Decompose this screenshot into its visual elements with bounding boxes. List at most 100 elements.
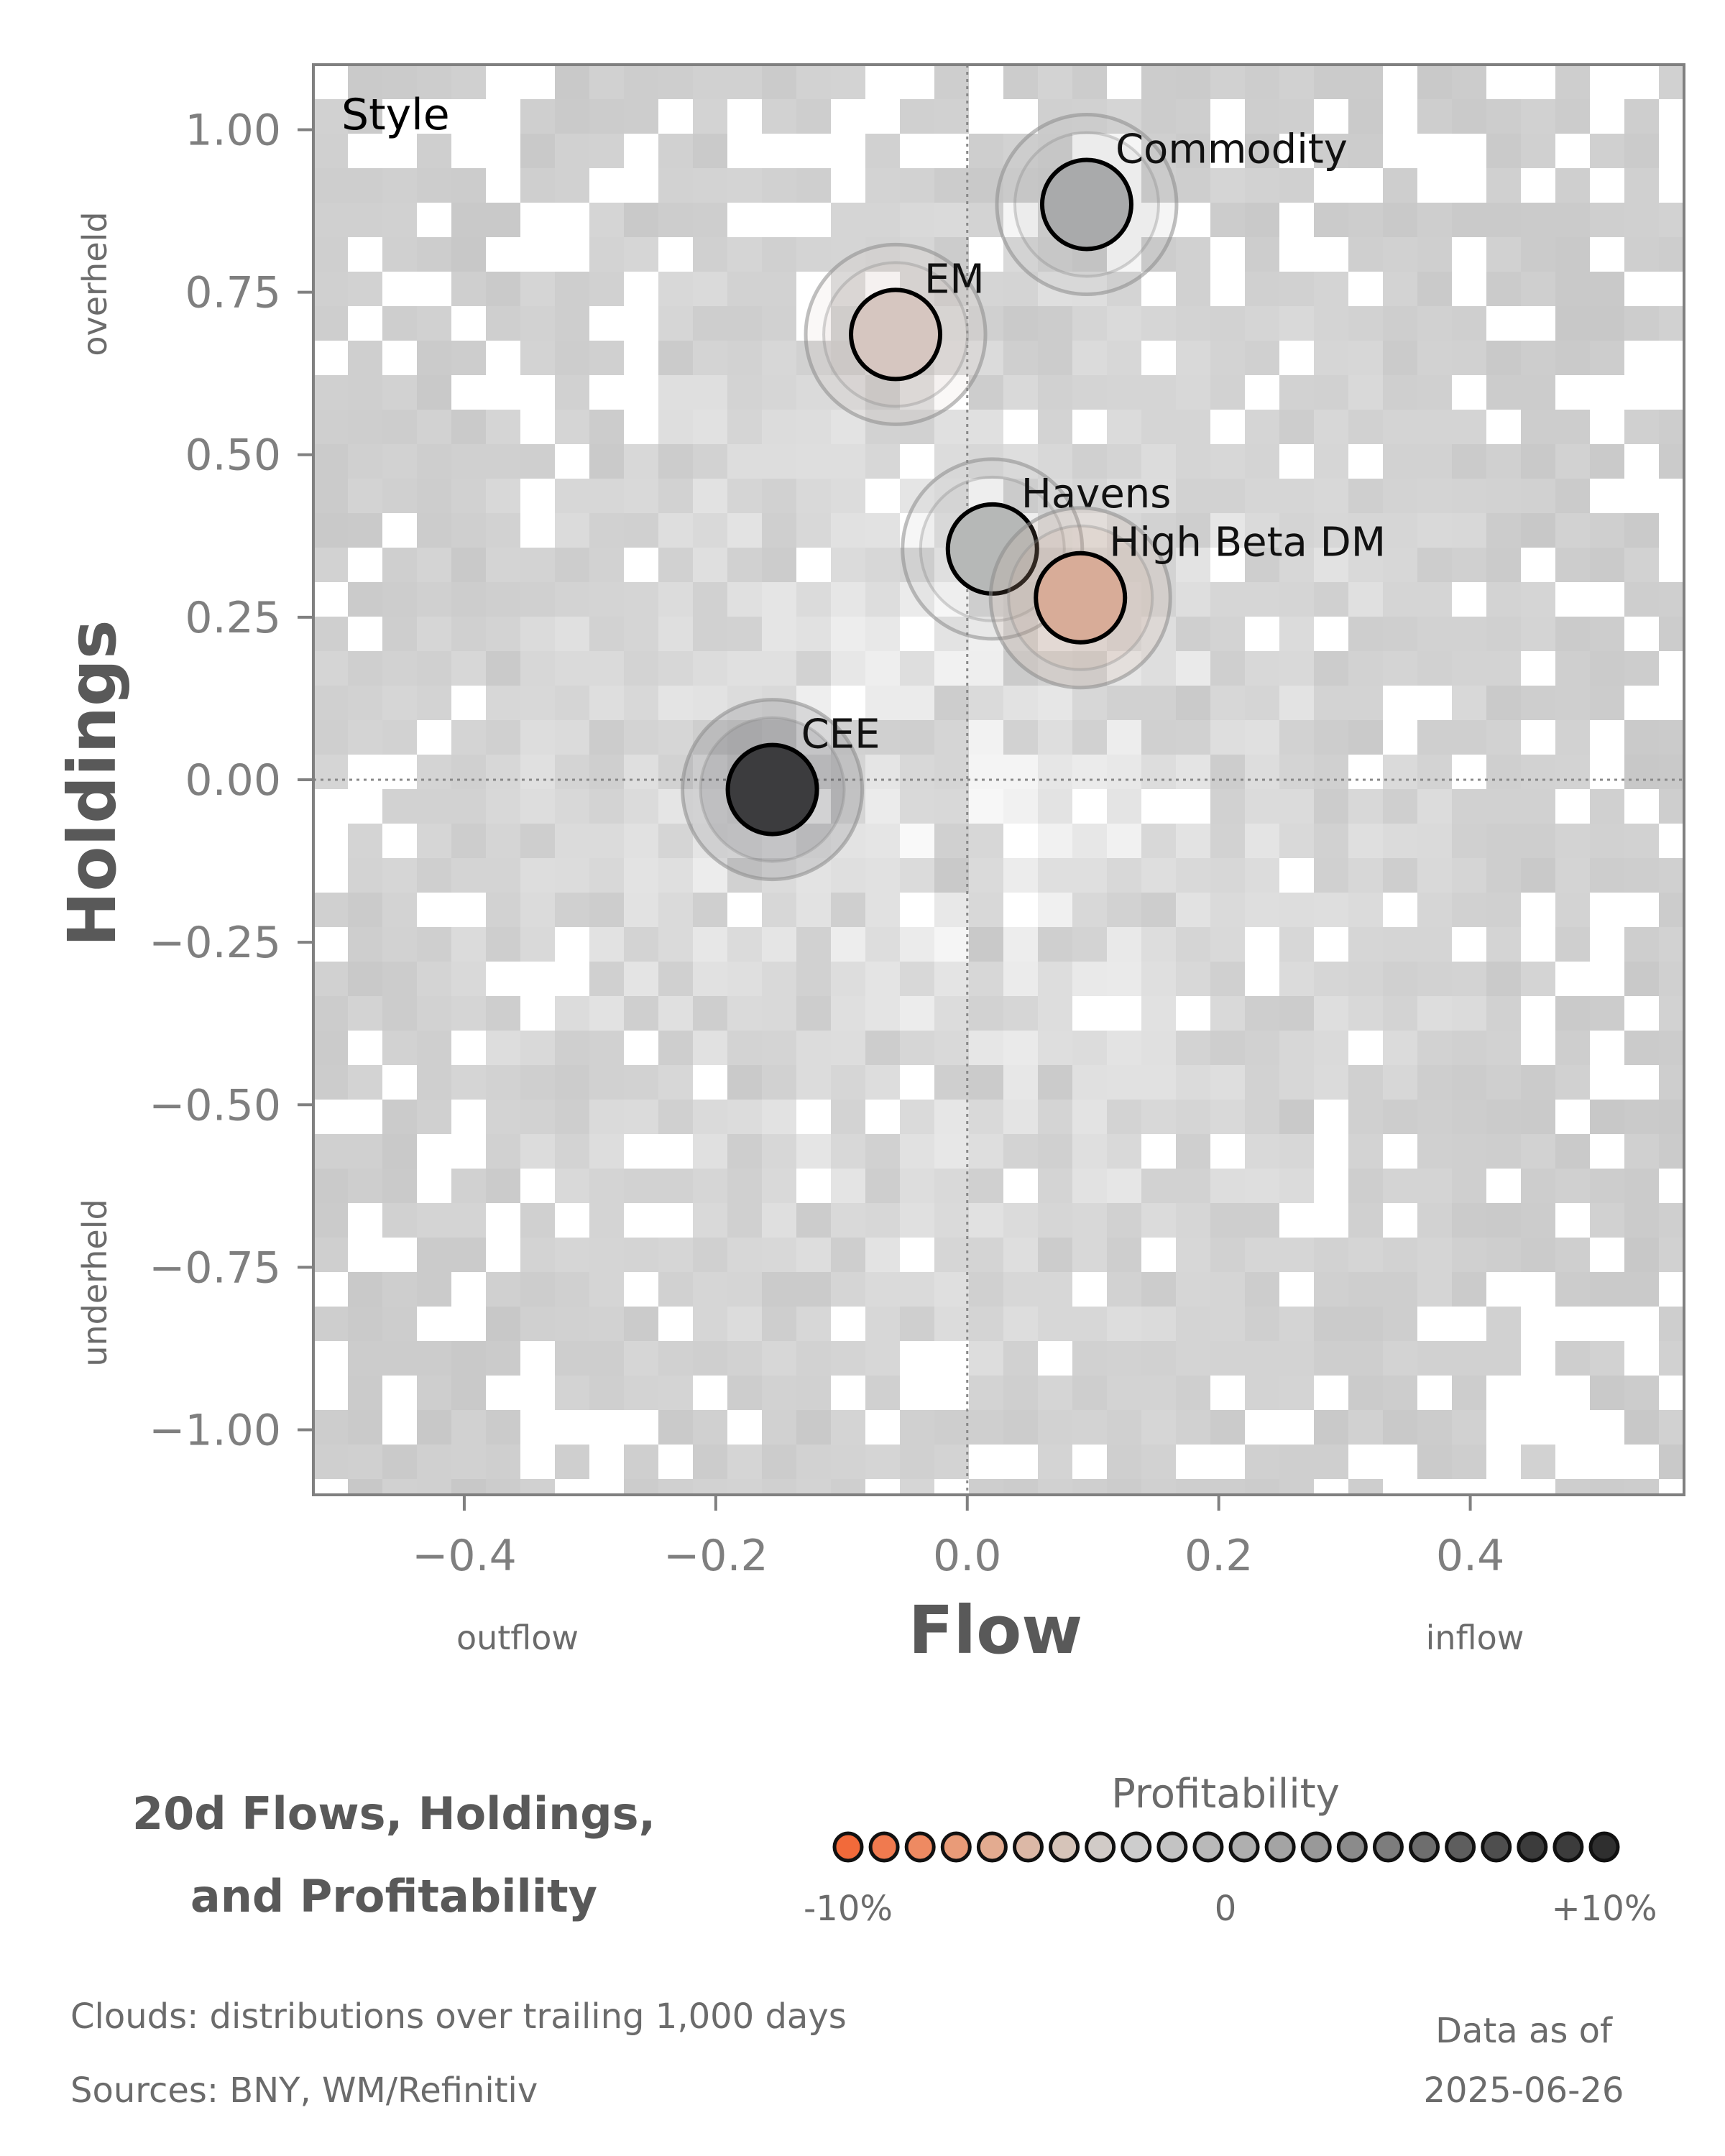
cloud-cell <box>589 789 624 824</box>
cloud-cell <box>1417 962 1452 996</box>
cloud-cell <box>382 927 417 962</box>
cloud-cell <box>1486 582 1521 617</box>
cloud-cell <box>555 1169 589 1203</box>
cloud-cell <box>382 444 417 479</box>
cloud-cell <box>1038 375 1072 410</box>
cloud-cell <box>934 1203 969 1238</box>
cloud-cell <box>1452 341 1486 375</box>
cloud-cell <box>624 1479 658 1495</box>
cloud-cell <box>555 858 589 893</box>
cloud-cell <box>900 1445 934 1479</box>
cloud-cell <box>831 1100 865 1134</box>
cloud-cell <box>486 203 520 237</box>
cloud-cell <box>1107 1169 1141 1203</box>
cloud-cell <box>969 893 1003 927</box>
legend-dot <box>1264 1831 1296 1863</box>
cloud-cell <box>486 686 520 720</box>
cloud-cell <box>658 513 693 548</box>
cloud-cell <box>1624 548 1659 582</box>
cloud-cell <box>1486 548 1521 582</box>
cloud-cell <box>1245 1341 1279 1376</box>
cloud-cell <box>1383 410 1417 444</box>
cloud-cell <box>1590 858 1624 893</box>
cloud-cell <box>1383 1238 1417 1272</box>
cloud-cell <box>348 444 382 479</box>
cloud-cell <box>1279 962 1314 996</box>
legend-low-label: -10% <box>804 1889 893 1929</box>
cloud-cell <box>865 1445 900 1479</box>
cloud-cell <box>1176 272 1210 306</box>
cloud-cell <box>1659 1410 1684 1445</box>
cloud-cell <box>1210 479 1245 513</box>
cloud-cell <box>1486 1238 1521 1272</box>
cloud-cell <box>382 1272 417 1307</box>
cloud-cell <box>555 513 589 548</box>
cloud-cell <box>865 134 900 168</box>
cloud-cell <box>1383 617 1417 651</box>
cloud-cell <box>451 789 486 824</box>
cloud-cell <box>451 444 486 479</box>
cloud-cell <box>1314 1238 1348 1272</box>
cloud-cell <box>1555 479 1590 513</box>
cloud-cell <box>727 651 762 686</box>
cloud-cell <box>934 1410 969 1445</box>
cloud-cell <box>1141 410 1176 444</box>
legend-dot <box>1409 1831 1440 1863</box>
cloud-cell <box>1003 962 1038 996</box>
cloud-cell <box>486 755 520 789</box>
cloud-cell <box>1072 651 1107 686</box>
cloud-cell <box>1107 1203 1141 1238</box>
cloud-cell <box>1555 410 1590 444</box>
chart-title-line1: 20d Flows, Holdings, <box>132 1787 656 1840</box>
cloud-cell <box>1038 513 1072 548</box>
cloud-cell <box>727 479 762 513</box>
cloud-cell <box>658 410 693 444</box>
cloud-cell <box>1486 720 1521 755</box>
cloud-cell <box>934 996 969 1031</box>
cloud-cell <box>1452 1376 1486 1410</box>
cloud-cell <box>762 99 796 134</box>
cloud-cell <box>1314 410 1348 444</box>
y-tick-label: −0.50 <box>149 1080 281 1130</box>
cloud-cell <box>1107 1479 1141 1495</box>
cloud-cell <box>1348 1479 1383 1495</box>
cloud-cell <box>1590 824 1624 858</box>
cloud-cell <box>589 65 624 99</box>
cloud-cell <box>934 1169 969 1203</box>
legend-dot <box>904 1831 936 1863</box>
cloud-cell <box>382 1203 417 1238</box>
cloud-cell <box>1314 858 1348 893</box>
cloud-cell <box>727 1203 762 1238</box>
cloud-cell <box>1038 789 1072 824</box>
cloud-cell <box>520 651 555 686</box>
cloud-cell <box>417 479 451 513</box>
point-high-beta-dm: High Beta DM <box>988 506 1386 690</box>
cloud-cell <box>762 375 796 410</box>
cloud-cell <box>1521 99 1555 134</box>
cloud-cell <box>382 686 417 720</box>
cloud-cell <box>900 1169 934 1203</box>
cloud-cell <box>1176 1134 1210 1169</box>
cloud-cell <box>1038 686 1072 720</box>
cloud-cell <box>693 755 727 789</box>
cloud-cell <box>1417 237 1452 272</box>
cloud-cell <box>555 789 589 824</box>
cloud-cell <box>865 582 900 617</box>
cloud-cell <box>1141 375 1176 410</box>
cloud-cell <box>1279 1479 1314 1495</box>
cloud-cell <box>1383 927 1417 962</box>
cloud-cell <box>1555 65 1590 99</box>
cloud-cell <box>831 962 865 996</box>
cloud-cell <box>1417 444 1452 479</box>
cloud-cell <box>1072 272 1107 306</box>
cloud-cell <box>624 686 658 720</box>
legend-title: Profitability <box>1111 1771 1340 1818</box>
cloud-cell <box>1417 1238 1452 1272</box>
cloud-cell <box>934 720 969 755</box>
cloud-cell <box>382 375 417 410</box>
cloud-cell <box>1383 513 1417 548</box>
cloud-cell <box>658 1169 693 1203</box>
cloud-cell <box>1486 927 1521 962</box>
cloud-cell <box>1555 858 1590 893</box>
cloud-cell <box>451 341 486 375</box>
